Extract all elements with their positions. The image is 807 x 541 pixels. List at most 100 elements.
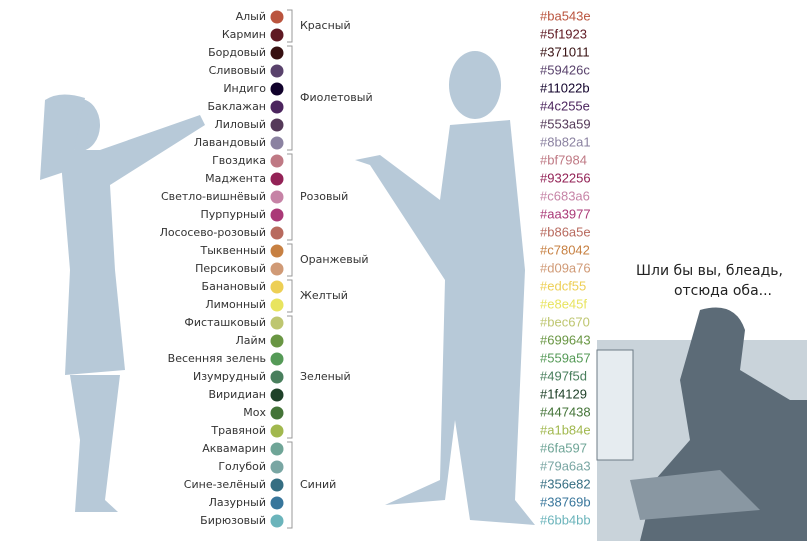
color-hex: #e8e45f: [540, 296, 587, 311]
color-hex: #d09a76: [540, 260, 591, 275]
man-at-computer: [596, 307, 807, 541]
color-swatch: [270, 298, 284, 312]
color-hex: #bf7984: [540, 152, 587, 167]
group-label: Зеленый: [300, 370, 351, 383]
color-swatch: [270, 208, 284, 222]
color-hex: #79a6a3: [540, 458, 591, 473]
group-label: Желтый: [300, 289, 348, 302]
color-hex: #c683a6: [540, 188, 590, 203]
color-name: Баклажан: [207, 100, 266, 113]
color-name: Персиковый: [195, 262, 266, 275]
color-swatch: [270, 28, 284, 42]
color-swatch: [270, 64, 284, 78]
group-label: Синий: [300, 478, 336, 491]
color-hex: #356e82: [540, 476, 591, 491]
color-swatch: [270, 280, 284, 294]
color-hex: #bec670: [540, 314, 590, 329]
group-bracket: [287, 45, 293, 151]
color-name: Алый: [236, 10, 266, 23]
color-name: Пурпурный: [201, 208, 266, 221]
group-bracket: [287, 315, 293, 439]
color-name: Мох: [243, 406, 266, 419]
color-name: Виридиан: [208, 388, 266, 401]
color-name: Аквамарин: [202, 442, 266, 455]
color-list: Алый #ba543e Кармин #5f1923 Красный Бордовый #…: [160, 8, 591, 529]
color-hex: #11022b: [540, 80, 590, 95]
color-name: Голубой: [218, 460, 266, 473]
color-hex: #932256: [540, 170, 591, 185]
color-hex: #4c255e: [540, 98, 590, 113]
color-swatch: [270, 370, 284, 384]
color-hex: #aa3977: [540, 206, 591, 221]
color-swatch: [270, 82, 284, 96]
group-label: Розовый: [300, 190, 348, 203]
color-hex: #edcf55: [540, 278, 586, 293]
group-bracket: [287, 9, 293, 43]
color-name: Индиго: [223, 82, 266, 95]
color-hex: #559a57: [540, 350, 591, 365]
color-swatch: [270, 424, 284, 438]
color-name: Сливовый: [209, 64, 266, 77]
color-hex: #371011: [540, 44, 590, 59]
color-hex: #6fa597: [540, 440, 587, 455]
color-name: Тыквенный: [199, 244, 266, 257]
color-name: Весенняя зелень: [168, 352, 266, 365]
color-name: Светло-вишнёвый: [161, 190, 266, 203]
color-name: Бордовый: [208, 46, 266, 59]
color-hex: #38769b: [540, 494, 591, 509]
color-swatch: [270, 226, 284, 240]
color-swatch: [270, 406, 284, 420]
group-label: Красный: [300, 19, 351, 32]
color-swatch: [270, 478, 284, 492]
color-hex: #59426c: [540, 62, 590, 77]
color-swatch: [270, 460, 284, 474]
group-bracket: [287, 279, 293, 313]
caption-line: Шли бы вы, блеадь,: [636, 263, 783, 279]
group-bracket: [287, 441, 293, 529]
color-hex: #ba543e: [540, 8, 591, 23]
color-hex: #1f4129: [540, 386, 587, 401]
color-name: Лососево-розовый: [160, 226, 266, 239]
color-swatch: [270, 10, 284, 24]
caption-line: отсюда оба...: [674, 283, 772, 299]
color-name: Лимонный: [205, 298, 266, 311]
color-swatch: [270, 352, 284, 366]
color-swatch: [270, 388, 284, 402]
woman-figure: [40, 94, 205, 512]
group-label: Оранжевый: [300, 253, 369, 266]
color-hex: #c78042: [540, 242, 590, 257]
color-name: Бирюзовый: [200, 514, 266, 527]
color-swatch: [270, 262, 284, 276]
color-swatch: [270, 496, 284, 510]
color-name: Изумрудный: [193, 370, 266, 383]
color-name: Гвоздика: [212, 154, 266, 167]
color-swatch: [270, 154, 284, 168]
color-name: Травяной: [210, 424, 266, 437]
color-hex: #b86a5e: [540, 224, 591, 239]
group-bracket: [287, 243, 293, 277]
man-figure: [355, 51, 535, 525]
color-swatch: [270, 190, 284, 204]
color-name: Фисташковый: [184, 316, 266, 329]
color-hex: #699643: [540, 332, 591, 347]
color-swatch: [270, 316, 284, 330]
color-hex: #a1b84e: [540, 422, 591, 437]
color-name: Кармин: [222, 28, 266, 41]
color-name: Лазурный: [209, 496, 266, 509]
color-swatch: [270, 136, 284, 150]
color-name: Лиловый: [215, 118, 267, 131]
group-bracket: [287, 153, 293, 241]
color-swatch: [270, 244, 284, 258]
color-hex: #5f1923: [540, 26, 587, 41]
color-name: Лайм: [236, 334, 266, 347]
color-hex: #497f5d: [540, 368, 587, 383]
color-swatch: [270, 172, 284, 186]
group-label: Фиолетовый: [300, 91, 373, 104]
color-swatch: [270, 442, 284, 456]
color-name: Маджента: [205, 172, 266, 185]
color-name: Сине-зелёный: [184, 478, 266, 491]
color-hex: #447438: [540, 404, 591, 419]
color-swatch: [270, 46, 284, 60]
color-hex: #8b82a1: [540, 134, 591, 149]
